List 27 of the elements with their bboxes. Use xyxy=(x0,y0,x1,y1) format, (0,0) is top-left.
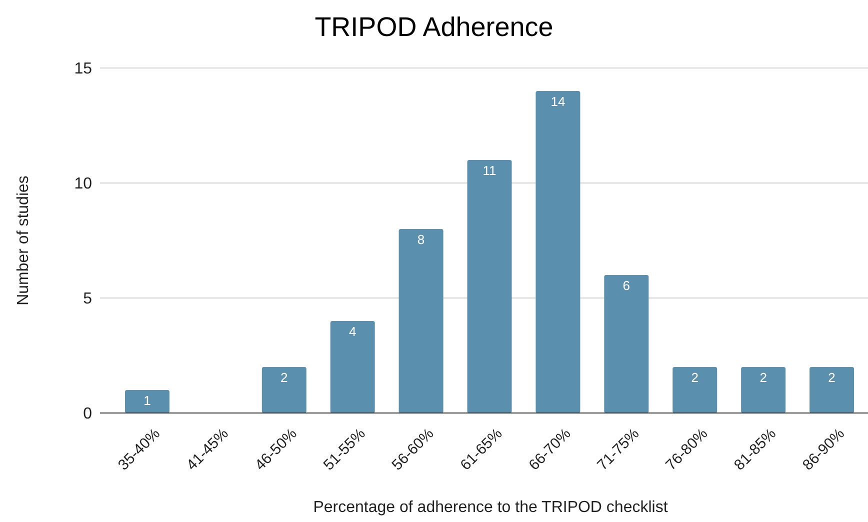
bar xyxy=(467,160,512,413)
data-label: 2 xyxy=(760,370,767,385)
data-label: 14 xyxy=(550,94,566,109)
bar xyxy=(330,321,375,413)
data-label: 2 xyxy=(280,370,288,385)
data-label: 2 xyxy=(691,370,698,385)
bar xyxy=(741,367,786,413)
bar xyxy=(262,367,306,413)
data-label: 4 xyxy=(348,324,356,339)
chart-title: TRIPOD Adherence xyxy=(314,12,554,42)
bar xyxy=(672,367,718,413)
bar xyxy=(810,367,854,413)
data-label: 8 xyxy=(417,232,425,247)
bar xyxy=(604,275,649,413)
y-tick-label: 15 xyxy=(74,60,92,78)
bar xyxy=(536,91,580,413)
y-tick-label: 5 xyxy=(83,290,92,308)
x-axis-title: Percentage of adherence to the TRIPOD checklist xyxy=(313,499,668,516)
data-label: 11 xyxy=(482,163,496,178)
y-tick-label: 10 xyxy=(74,176,92,193)
data-label: 2 xyxy=(828,370,836,385)
y-axis-title: Number of studies xyxy=(15,176,32,306)
bar xyxy=(124,390,170,413)
data-label: 6 xyxy=(622,278,630,293)
y-tick-label: 0 xyxy=(83,406,92,423)
data-label: 1 xyxy=(144,393,151,408)
bar xyxy=(398,229,444,413)
